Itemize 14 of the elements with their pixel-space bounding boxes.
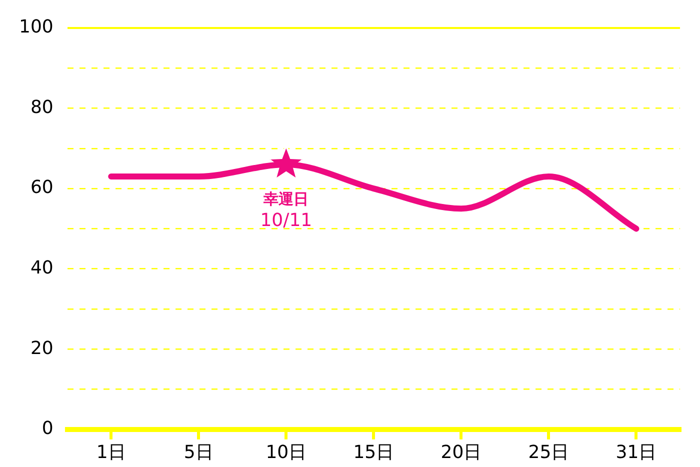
- y-tick-label: 40: [30, 258, 54, 279]
- x-tick-label: 10日: [266, 442, 307, 463]
- x-tick-label: 5日: [184, 442, 214, 463]
- annotation: 幸運日 10/11: [260, 190, 312, 232]
- y-tick-label: 0: [42, 418, 54, 440]
- x-tick-label: 15日: [353, 442, 394, 463]
- x-tick-label: 20日: [440, 442, 482, 463]
- y-tick-label: 60: [30, 177, 54, 198]
- y-tick-label: 100: [18, 16, 54, 38]
- x-tick-label: 31日: [616, 442, 657, 463]
- x-tick-label: 25日: [528, 442, 570, 463]
- y-tick-label: 20: [30, 338, 54, 359]
- y-tick-label: 80: [30, 96, 54, 118]
- x-tick-label: 1日: [96, 442, 126, 463]
